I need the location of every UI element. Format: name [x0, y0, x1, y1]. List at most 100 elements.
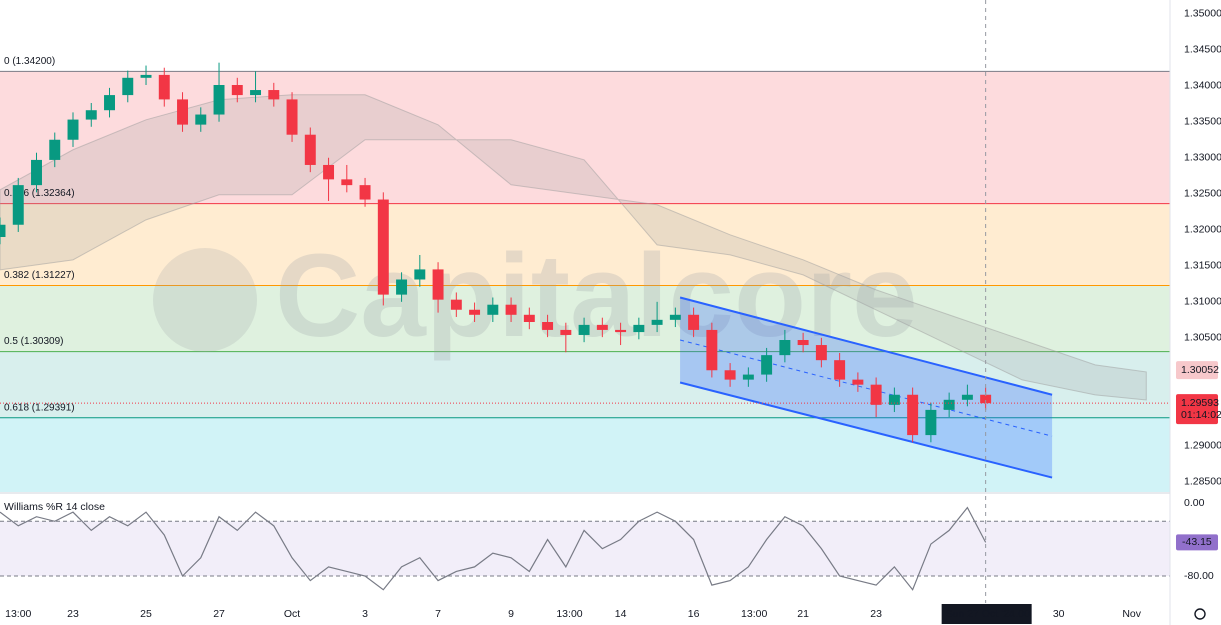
candle-body	[31, 159, 42, 186]
candle-body	[0, 224, 6, 237]
candle-body	[852, 379, 864, 385]
candle-body	[669, 314, 681, 320]
candle-body	[450, 299, 462, 310]
candle-body	[797, 340, 809, 346]
candle-body	[140, 74, 152, 78]
candle-body	[925, 409, 937, 436]
candle-body	[304, 134, 316, 165]
fib-zone	[0, 203, 1170, 286]
ichimoku-cloud	[0, 94, 1147, 401]
indicator-title: Williams %R 14 close	[4, 501, 105, 513]
x-tick-label: 16	[688, 608, 700, 620]
candle-body	[888, 394, 900, 405]
candle-body	[870, 384, 882, 405]
y-tick-label: 1.33000	[1184, 152, 1221, 164]
y-tick-label: 1.34000	[1184, 80, 1221, 92]
fib-zone	[0, 285, 1170, 352]
candle-body	[377, 199, 389, 295]
candle-body	[815, 345, 827, 361]
candle-body	[67, 119, 79, 140]
x-tick-label: 21	[797, 608, 809, 620]
x-tick-label: 30	[1053, 608, 1065, 620]
candle-body	[578, 324, 590, 335]
plot-layer: 0 (1.34200) 0.236 (1.32364) 0.382 (1.31227…	[0, 56, 1170, 591]
x-tick-label: 23	[67, 608, 79, 620]
candle-body	[250, 90, 262, 96]
fib-label: 0.382 (1.31227)	[4, 270, 75, 281]
fib-label: 0.618 (1.29391)	[4, 402, 75, 413]
x-tick-label: 27	[213, 608, 225, 620]
last-price: 1.29593	[1181, 397, 1219, 409]
candle-body	[633, 324, 645, 333]
candle-body	[961, 394, 973, 400]
x-tick-label: 13:00	[741, 608, 767, 620]
y-tick-label: 1.32500	[1184, 188, 1221, 200]
candle-body	[414, 269, 426, 280]
candle-body	[651, 319, 663, 325]
fib-label: 0 (1.34200)	[4, 56, 55, 67]
wr-tick-label: -80.00	[1184, 570, 1214, 582]
fib-zone	[0, 71, 1170, 204]
price-badge: 1.30052	[1181, 364, 1219, 376]
candle-body	[85, 110, 97, 120]
y-tick-label: 1.29000	[1184, 440, 1221, 452]
candle-body	[104, 95, 115, 111]
wr-tick-label: 0.00	[1184, 497, 1205, 509]
y-tick-label: 1.32000	[1184, 224, 1221, 236]
candle-body	[596, 324, 608, 330]
x-tick-label: 14	[615, 608, 627, 620]
candle-body	[560, 329, 572, 335]
x-tick-label: 23	[870, 608, 882, 620]
last-price-bg	[1176, 394, 1218, 425]
settings-gear[interactable]	[1194, 608, 1206, 620]
x-tick-label: Oct	[284, 608, 300, 620]
candle-body	[688, 314, 700, 330]
candle-body	[49, 139, 61, 160]
candle-body	[980, 394, 992, 404]
fib-label: 0.5 (1.30309)	[4, 336, 64, 347]
candle-body	[432, 269, 444, 300]
wr-band	[0, 521, 1170, 577]
fib-label: 0.236 (1.32364)	[4, 188, 75, 199]
countdown: 01:14:02	[1181, 409, 1221, 421]
wr-line	[0, 506, 987, 591]
candle-body	[396, 279, 408, 295]
channel-line	[679, 296, 1053, 396]
x-tick-label: 13:00	[556, 608, 582, 620]
candle-body	[487, 304, 499, 315]
y-tick-label: 1.31000	[1184, 296, 1221, 308]
x-tick-label: 25	[140, 608, 152, 620]
candle-body	[158, 74, 170, 100]
x-tick-label: Nov	[1122, 608, 1141, 620]
crosshair-label-bg	[941, 604, 1032, 624]
wr-last-bg	[1176, 534, 1218, 551]
candle-body	[286, 99, 298, 135]
x-tick-label: 9	[508, 608, 514, 620]
candle-body	[177, 99, 189, 125]
candle-body	[779, 340, 791, 356]
y-tick-label: 1.28500	[1184, 476, 1221, 488]
candle-body	[523, 314, 535, 322]
candle-body	[907, 394, 919, 436]
candle-body	[122, 77, 134, 96]
crosshair-date: Sun 27 Oct '24	[946, 608, 1015, 620]
candle-body	[268, 90, 280, 100]
crosshair-time: 21:00	[1004, 608, 1030, 620]
channel-mid	[679, 339, 1053, 437]
candle-body	[12, 185, 24, 225]
fib-zone	[0, 351, 1170, 418]
candle-body	[834, 360, 846, 380]
candle-body	[542, 321, 554, 330]
watermark-logo	[153, 248, 257, 352]
settings-icon[interactable]	[1194, 608, 1206, 620]
candle-body	[341, 179, 353, 186]
candle-body	[323, 164, 335, 180]
candle-body	[706, 329, 718, 371]
candle-body	[615, 329, 627, 333]
candle-body	[195, 114, 207, 125]
y-tick-label: 1.34500	[1184, 43, 1221, 55]
y-tick-label: 1.33500	[1184, 116, 1221, 128]
price-badge-bg	[1176, 361, 1218, 380]
x-tick-label: 13:00	[5, 608, 31, 620]
